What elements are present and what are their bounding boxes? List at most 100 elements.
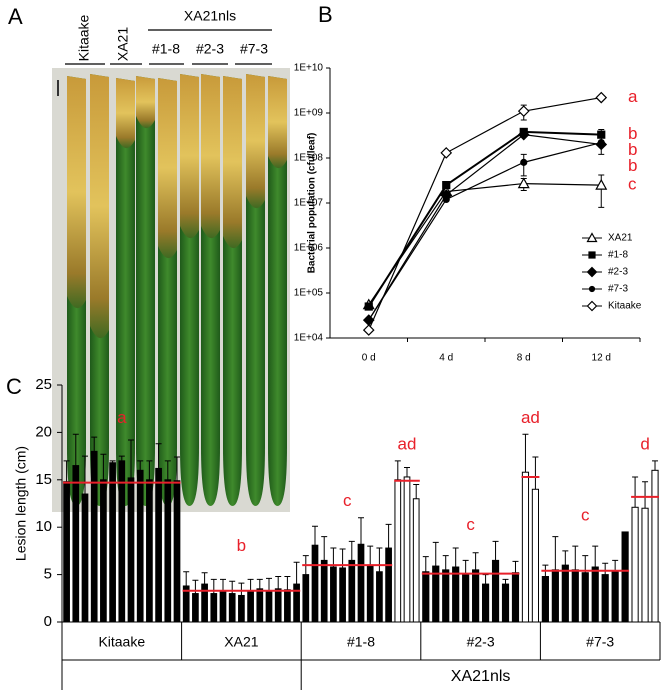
leaf: [268, 76, 287, 506]
significance-letter: a: [628, 87, 638, 106]
group-label: XA21nls: [184, 8, 236, 24]
y-tick-label: 5: [44, 566, 52, 583]
bar: [311, 544, 319, 623]
error-bar: [72, 433, 79, 466]
error-bar: [592, 545, 599, 568]
leaf-lesion: [67, 76, 86, 309]
line-label: #7-3: [240, 41, 268, 57]
error-bar: [367, 545, 374, 566]
error-bar: [522, 433, 529, 473]
significance-letter: c: [581, 505, 590, 524]
error-bar: [472, 552, 479, 570]
error-bar: [330, 547, 337, 568]
leaf-lesion: [158, 78, 177, 259]
error-bar: [275, 575, 282, 589]
bar: [228, 593, 236, 623]
error-bar: [174, 456, 180, 481]
bar: [357, 543, 365, 623]
bar: [63, 481, 70, 623]
bar: [173, 480, 181, 623]
bar: [366, 564, 374, 623]
y-tick-label: 1E+08: [294, 153, 324, 164]
marker: [597, 138, 605, 147]
label-rules: [65, 29, 272, 65]
legend-label: #1-8: [608, 250, 628, 261]
error-bar: [572, 545, 579, 570]
leaf-lesion: [136, 76, 155, 129]
significance-letter: ad: [521, 408, 540, 427]
bar: [238, 594, 245, 623]
marker: [362, 324, 375, 336]
legend-label: #2-3: [608, 267, 628, 278]
bar: [127, 477, 135, 623]
x-tick-label: 4 d: [439, 353, 453, 364]
series-line: [368, 142, 602, 321]
bar: [521, 471, 530, 623]
line-label: Kitaake: [76, 14, 92, 61]
legend-label: #7-3: [608, 284, 628, 295]
error-bar: [642, 481, 649, 509]
line-label: #1-8: [152, 41, 180, 57]
bar: [109, 462, 116, 623]
legend-label: Kitaake: [608, 301, 642, 312]
error-bar: [91, 436, 98, 452]
error-bar: [155, 443, 162, 469]
error-bar: [442, 555, 449, 570]
error-bar: [100, 453, 107, 480]
bar: [501, 583, 510, 623]
bar: [541, 575, 549, 623]
bar: [201, 583, 208, 623]
bar: [330, 566, 337, 623]
significance-letter: b: [237, 536, 246, 555]
bar: [571, 569, 579, 623]
marker: [365, 316, 373, 324]
bar: [631, 506, 639, 623]
marker: [517, 177, 530, 189]
bar: [155, 467, 162, 623]
bar: [531, 488, 540, 623]
bar: [256, 588, 264, 623]
bar: [320, 559, 328, 623]
marker: [595, 91, 608, 104]
x-tick-label: 8 d: [517, 353, 531, 364]
leaf-lesion: [116, 78, 135, 149]
bar: [611, 571, 619, 623]
error-bar: [164, 460, 171, 480]
bar: [100, 479, 107, 623]
error-bar: [82, 455, 88, 495]
leaf-lesion: [180, 74, 199, 239]
error-bar: [348, 540, 355, 561]
significance-letter: b: [628, 156, 637, 175]
marker: [595, 178, 608, 190]
error-bar: [312, 525, 318, 546]
y-tick-label: 1E+04: [294, 333, 324, 344]
bar: [348, 559, 356, 623]
marker: [364, 302, 373, 311]
group-label: Kitaake: [98, 634, 145, 650]
bar: [621, 531, 629, 623]
error-bar: [492, 540, 499, 561]
error-bar: [256, 578, 263, 589]
error-bar: [358, 517, 364, 545]
group-label: #2-3: [467, 634, 495, 650]
leaf: [116, 78, 135, 506]
bar: [452, 566, 460, 623]
bar: [118, 460, 126, 623]
error-bar: [452, 547, 459, 568]
error-bar: [266, 577, 272, 592]
marker: [586, 232, 598, 243]
bar: [591, 566, 599, 623]
bar: [72, 465, 80, 623]
y-tick-label: 1E+05: [294, 288, 324, 299]
bar: [581, 572, 589, 623]
y-tick-label: 1E+10: [294, 63, 324, 74]
error-bar: [394, 460, 401, 480]
y-tick-label: 1E+07: [294, 198, 324, 209]
y-axis-label: Lesion length (cm): [13, 446, 29, 561]
bar: [302, 574, 310, 623]
leaf-lesion: [90, 74, 109, 339]
bar: [274, 588, 282, 623]
bar: [422, 571, 430, 623]
error-bar: [118, 455, 125, 461]
significance-letter: c: [628, 175, 637, 194]
